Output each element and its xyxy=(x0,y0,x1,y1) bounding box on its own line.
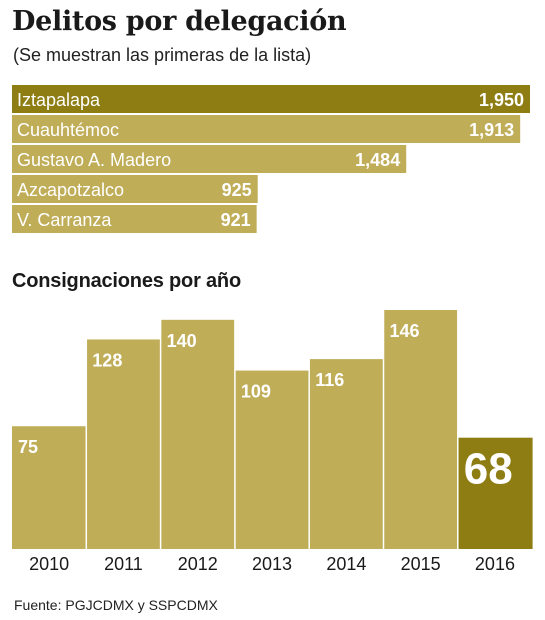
year-tick-label: 2013 xyxy=(252,554,292,574)
column-2010 xyxy=(12,426,87,549)
year-tick-label: 2011 xyxy=(104,554,143,574)
column-chart: 75 128 140 109 116 146 68 xyxy=(12,300,533,549)
chart-title: Delitos por delegación xyxy=(12,6,347,37)
hbar-3 xyxy=(12,145,407,173)
hbar-category-label: Iztapalapa xyxy=(17,90,101,110)
chart-subtitle: (Se muestran las primeras de la lista) xyxy=(13,45,312,65)
hbar-category-label: Gustavo A. Madero xyxy=(17,150,171,170)
column-value-label: 68 xyxy=(464,445,513,494)
hbar-value-label: 921 xyxy=(221,210,251,230)
hbar-value-label: 1,950 xyxy=(479,90,524,110)
column-value-label: 140 xyxy=(167,331,197,351)
year-tick-label: 2010 xyxy=(29,554,69,574)
hbar-5 xyxy=(12,205,257,233)
hbar-2 xyxy=(12,115,521,143)
hbar-category-label: Azcapotzalco xyxy=(17,180,124,200)
year-tick-label: 2016 xyxy=(475,554,515,574)
column-value-label: 128 xyxy=(92,350,122,370)
column-2012 xyxy=(160,319,236,549)
hbar-4 xyxy=(12,175,258,203)
column-2015 xyxy=(383,310,459,549)
hbar-value-label: 1,484 xyxy=(355,150,400,170)
year-tick-label: 2014 xyxy=(326,554,366,574)
column-value-label: 75 xyxy=(18,437,38,457)
hbar-category-label: V. Carranza xyxy=(17,210,112,230)
hbar-1 xyxy=(12,85,530,113)
hbar-value-label: 1,913 xyxy=(469,120,514,140)
column-2014 xyxy=(309,359,384,549)
section-title-consignaciones: Consignaciones por año xyxy=(12,270,241,292)
column-2016 xyxy=(457,437,533,549)
column-2011 xyxy=(86,339,162,549)
column-value-label: 146 xyxy=(390,321,420,341)
hbar-chart: Iztapalapa 1,950 Cuauhtémoc 1,913 Gustavo A.… xyxy=(12,85,530,233)
year-tick-label: 2015 xyxy=(401,554,441,574)
column-2013 xyxy=(234,370,310,549)
source-note: Fuente: PGJCDMX y SSPCDMX xyxy=(14,597,218,613)
year-tick-label: 2012 xyxy=(178,554,218,574)
hbar-value-label: 925 xyxy=(222,180,252,200)
year-axis: 2010 2011 2012 2013 2014 2015 2016 xyxy=(29,554,515,574)
column-value-label: 116 xyxy=(315,370,344,390)
column-value-label: 109 xyxy=(241,382,271,402)
hbar-category-label: Cuauhtémoc xyxy=(17,120,119,140)
